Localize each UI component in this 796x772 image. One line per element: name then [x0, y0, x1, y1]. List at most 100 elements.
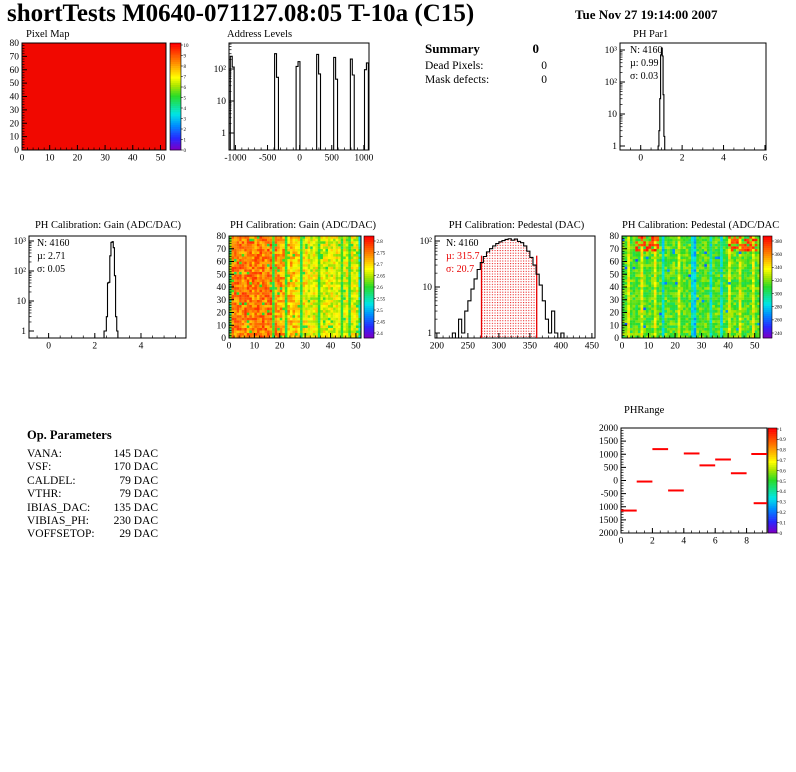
svg-text:20: 20 [670, 342, 680, 352]
stat-mu: µ: 315.7 [446, 251, 480, 262]
op-row: VTHR: 79 DAC [27, 488, 158, 501]
ph-range-colorbar: 10.90.80.70.60.50.40.30.20.10 [767, 427, 786, 537]
op-parameters-block: Op. Parameters VANA: 145 DAC VSF: 170 DA… [27, 428, 158, 542]
svg-text:60: 60 [10, 66, 20, 76]
svg-text:320: 320 [775, 279, 783, 284]
svg-text:30: 30 [697, 342, 707, 352]
svg-text:10²: 10² [420, 237, 433, 247]
summary-row-value: 0 [541, 60, 547, 72]
svg-text:20: 20 [217, 309, 227, 319]
svg-text:4: 4 [184, 107, 187, 112]
svg-text:4: 4 [681, 537, 686, 547]
svg-text:10: 10 [217, 321, 227, 331]
svg-text:0: 0 [20, 154, 25, 164]
ped-hist-plot: 200 250 300 350 400 450 10² 10 1 [420, 235, 599, 352]
svg-text:10²: 10² [214, 65, 227, 75]
svg-text:40: 40 [610, 283, 620, 293]
summary-row: Dead Pixels: 0 [425, 59, 547, 73]
op-label: VOFFSETOP: [27, 528, 95, 541]
gain-map-title: PH Calibration: Gain (ADC/DAC) [229, 220, 377, 231]
op-value: 79 DAC [119, 488, 158, 501]
svg-text:0: 0 [46, 342, 51, 352]
op-value: 230 DAC [113, 515, 158, 528]
svg-text:10³: 10³ [14, 237, 27, 247]
gain-hist-stats: N: 4160 µ: 2.71 σ: 0.05 [37, 237, 70, 276]
svg-text:6: 6 [713, 537, 718, 547]
svg-text:20: 20 [10, 119, 20, 129]
svg-text:30: 30 [217, 296, 227, 306]
op-row: VOFFSETOP: 29 DAC [27, 528, 158, 541]
op-row: CALDEL: 79 DAC [27, 475, 158, 488]
svg-text:50: 50 [10, 79, 20, 89]
stat-mu: µ: 2.71 [37, 251, 66, 262]
pedestal-map-title: PH Calibration: Pedestal (ADC/DAC [622, 220, 780, 231]
svg-text:30: 30 [610, 296, 620, 306]
pedestal-hist-title: PH Calibration: Pedestal (DAC) [448, 220, 585, 231]
svg-text:10: 10 [250, 342, 260, 352]
svg-text:2.55: 2.55 [377, 297, 386, 302]
stat-sigma: σ: 0.03 [630, 71, 659, 82]
svg-text:10: 10 [17, 297, 27, 307]
summary-title: Summary [425, 41, 480, 56]
op-row: VSF: 170 DAC [27, 461, 158, 474]
stat-n: N: 4160 [446, 238, 479, 249]
svg-text:30: 30 [10, 106, 20, 116]
op-row: VIBIAS_PH: 230 DAC [27, 515, 158, 528]
svg-text:2: 2 [184, 128, 187, 133]
op-label: VANA: [27, 448, 62, 460]
ph-par1-stats: N: 4160 µ: 0.99 σ: 0.03 [630, 44, 663, 83]
svg-text:380: 380 [775, 240, 783, 245]
svg-text:80: 80 [610, 232, 620, 242]
svg-text:10: 10 [423, 283, 433, 293]
svg-text:2.65: 2.65 [377, 274, 386, 279]
svg-text:2.5: 2.5 [377, 309, 384, 314]
gain-map-plot: 0 10 20 30 40 50 0 10 20 30 40 50 60 70 80 [217, 232, 362, 352]
svg-text:10²: 10² [14, 267, 27, 277]
svg-text:2: 2 [650, 537, 655, 547]
svg-text:50: 50 [217, 270, 227, 280]
svg-text:10³: 10³ [605, 46, 618, 56]
svg-text:340: 340 [775, 266, 783, 271]
svg-text:10²: 10² [605, 78, 618, 88]
svg-text:240: 240 [775, 332, 783, 337]
svg-text:2.45: 2.45 [377, 320, 386, 325]
op-value: 79 DAC [119, 474, 158, 487]
op-parameters-title: Op. Parameters [27, 428, 112, 442]
svg-text:6: 6 [184, 86, 187, 91]
stat-sigma: σ: 0.05 [37, 264, 66, 275]
svg-text:8: 8 [184, 65, 187, 70]
stat-sigma: σ: 20.7 [446, 264, 475, 275]
svg-text:10: 10 [45, 154, 55, 164]
gain-hist-title: PH Calibration: Gain (ADC/DAC) [34, 220, 182, 231]
svg-text:1: 1 [221, 129, 226, 139]
summary-block: Summary 0 Dead Pixels: 0 Mask defects: 0 [425, 41, 547, 87]
svg-text:70: 70 [10, 52, 20, 62]
svg-text:1: 1 [612, 142, 617, 152]
svg-text:10: 10 [217, 97, 227, 107]
svg-text:80: 80 [10, 39, 20, 49]
svg-text:0: 0 [619, 537, 624, 547]
summary-row-value: 0 [541, 74, 547, 86]
stat-n: N: 4160 [630, 45, 663, 56]
svg-text:50: 50 [156, 154, 166, 164]
stat-n: N: 4160 [37, 238, 70, 249]
svg-text:300: 300 [775, 292, 783, 297]
svg-text:2: 2 [92, 342, 97, 352]
svg-text:350: 350 [523, 342, 538, 352]
svg-text:2.4: 2.4 [377, 332, 384, 337]
ped-map-plot: 0 10 20 30 40 50 0 10 20 30 40 50 60 70 80 [610, 232, 761, 352]
ped-map-colorbar: 380 360 340 320 300 280 260 240 [762, 235, 783, 339]
svg-text:40: 40 [10, 93, 20, 103]
svg-text:260: 260 [775, 319, 783, 324]
svg-text:1: 1 [184, 138, 187, 143]
op-value: 145 DAC [113, 448, 158, 460]
summary-row-label: Dead Pixels: [425, 60, 484, 72]
svg-text:0: 0 [227, 342, 232, 352]
svg-text:40: 40 [326, 342, 336, 352]
svg-text:0: 0 [620, 342, 625, 352]
svg-text:300: 300 [492, 342, 507, 352]
stat-mu: µ: 0.99 [630, 58, 659, 69]
svg-text:200: 200 [430, 342, 445, 352]
